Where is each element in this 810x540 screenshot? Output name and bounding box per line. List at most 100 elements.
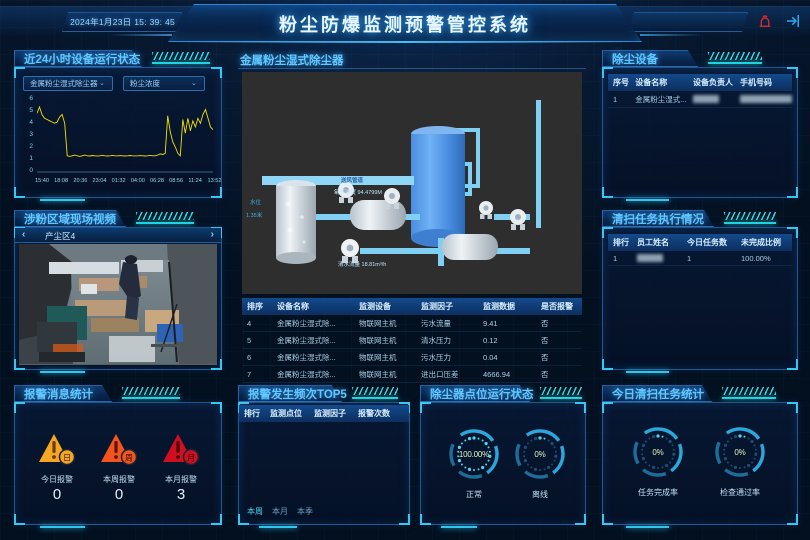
panel-title: 涉粉区域现场视频 — [24, 214, 116, 226]
column-header: 排行 — [613, 238, 629, 247]
gauge-ring — [715, 427, 765, 477]
table-cell: 进出口压差 — [416, 365, 478, 383]
gauge-value: 0% — [734, 447, 746, 457]
table-cell: 污水压力 — [416, 348, 478, 366]
table-cell: 4666.94 — [478, 365, 536, 383]
siren-icon[interactable] — [756, 12, 774, 30]
panel-point-status: 除尘器点位运行状态 100.00% 正常 0% 离线 — [420, 385, 586, 528]
column-header: 监测点位 — [270, 409, 302, 418]
table-cell: 金属粉尘湿式除... — [272, 331, 354, 349]
table-row[interactable]: 7 金属粉尘湿式除... 物联网主机 进出口压差 4666.94 否 — [242, 365, 582, 383]
table-cell: 1 — [682, 251, 736, 266]
x-tick: 08:56 — [169, 178, 184, 184]
gauge-offline: 0% — [513, 427, 567, 481]
chevron-down-icon-equipment[interactable]: ⌄ — [336, 54, 343, 63]
column-header: 员工姓名 — [637, 238, 669, 247]
clean-flow-label: 清水流量 18.81m³/h — [338, 262, 387, 268]
table-header-row: 排行 监测点位 监测因子 报警次数 — [239, 405, 409, 422]
table-row[interactable]: 6 金属粉尘湿式除... 物联网主机 污水压力 0.04 否 — [242, 348, 582, 366]
table-cell: 金属粉尘湿式除... — [272, 348, 354, 366]
gauge-value: 100.00% — [458, 449, 490, 459]
alarm-stat-value: 0 — [114, 486, 124, 503]
hatch-deco — [722, 387, 776, 395]
panel-body: 排行 监测点位 监测因子 报警次数 本周 本月 本季 — [238, 402, 410, 528]
hatch-deco — [540, 387, 582, 395]
x-tick: 20:36 — [73, 178, 88, 184]
column-header: 设备名称 — [277, 302, 309, 311]
hatch-bar — [136, 222, 194, 224]
video-prev-button[interactable]: ‹ — [22, 229, 26, 240]
warning-triangle-icon-week: 周 — [101, 434, 138, 466]
table-body: 4 金属粉尘湿式除... 物联网主机 污水流量 9.41 否 5 金属粉尘湿式除... 物联网主… — [242, 315, 582, 383]
alarm-top5-tab[interactable]: 本周 — [247, 507, 263, 516]
device-select[interactable]: 金属粉尘湿式除尘器 — [23, 76, 113, 91]
header-deco-left — [110, 34, 172, 36]
factor-select[interactable]: 粉尘浓度 — [123, 76, 205, 91]
column-header: 设备名称 — [635, 78, 668, 87]
chart-plot — [37, 105, 213, 173]
panel-body: ‹ › 产尘区4 — [14, 227, 222, 373]
panel-clean-tasks-header: 清扫任务执行情况 — [602, 210, 798, 227]
column-header: 排序 — [247, 302, 263, 311]
equipment-diagram[interactable]: 送风管道 氧气浓度 94.4799M 水位 1.35米 清水流量 18.81m³… — [242, 72, 582, 294]
hatch-deco — [708, 52, 762, 60]
panel-dust-equipment-header: 除尘设备 — [602, 50, 798, 67]
column-header: 今日任务数 — [687, 238, 727, 247]
hatch-bar — [724, 222, 776, 224]
duct-value-label: 氧气浓度 94.4799M — [334, 190, 382, 196]
alarm-top5-tab[interactable]: 本月 — [272, 507, 288, 516]
column-header: 是否报警 — [541, 302, 573, 311]
header-right-plate — [628, 12, 748, 32]
table-row[interactable]: 5 金属粉尘湿式除... 物联网主机 清水压力 0.12 否 — [242, 331, 582, 349]
table-cell: 0.12 — [478, 331, 536, 349]
table-cell: 6 — [242, 348, 272, 366]
panel-body: 日 今日报警 0 周 本周报警 0 — [14, 402, 222, 528]
hatch-deco — [152, 52, 210, 60]
table-header-row: 序号 设备名称 设备负责人 手机号码 — [608, 74, 792, 91]
alarm-stat-month: 月 本月报警 3 — [151, 431, 211, 503]
x-tick: 04:00 — [130, 178, 145, 184]
chevron-down-icon[interactable]: ⌄ — [99, 80, 105, 87]
gauge-label: 正常 — [466, 490, 482, 499]
video-stream[interactable] — [19, 244, 217, 365]
table-cell: 物联网主机 — [354, 315, 416, 332]
table-cell: 否 — [536, 348, 582, 366]
video-next-button[interactable]: › — [210, 229, 214, 240]
header-actions — [756, 12, 802, 30]
water-level-value: 1.35米 — [246, 213, 263, 219]
alarm-stat-value: 3 — [176, 486, 186, 503]
logout-icon[interactable] — [784, 12, 802, 30]
panel-today-tasks-header: 今日清扫任务统计 — [602, 385, 798, 402]
panel-equipment: 金属粉尘湿式除尘器 ⌄ — [238, 52, 586, 383]
panel-title: 报警消息统计 — [24, 389, 93, 401]
table-cell: 1 — [608, 251, 632, 266]
panel-alarm-top5-header: 报警发生频次TOP5 — [238, 385, 410, 402]
redacted-value: •••• — [692, 94, 719, 103]
column-header: 监测数据 — [483, 302, 515, 311]
column-header: 序号 — [613, 78, 629, 87]
table-row[interactable]: 4 金属粉尘湿式除... 物联网主机 污水流量 9.41 否 — [242, 315, 582, 332]
gauge-ring — [515, 429, 565, 479]
table-cell: 0.04 — [478, 348, 536, 366]
table-cell: 1 — [608, 91, 631, 108]
table-cell: 7 — [242, 365, 272, 383]
table-header-row: 排行 员工姓名 今日任务数 未完成比例 — [608, 234, 792, 251]
column-header: 监测因子 — [421, 302, 453, 311]
gauge-label: 检查通过率 — [720, 488, 760, 497]
table-cell: •••• — [735, 91, 792, 108]
hatch-bar — [122, 397, 180, 399]
alarm-top5-tab[interactable]: 本季 — [297, 507, 313, 516]
panel-alarm-top5: 报警发生频次TOP5 排行 监测点位 监测因子 报警次数 本周 本月 本季 — [238, 385, 410, 528]
panel-title: 报警发生频次TOP5 — [248, 389, 347, 401]
gauge-normal: 100.00% — [447, 427, 501, 481]
chevron-down-icon-2[interactable]: ⌄ — [191, 80, 197, 87]
panel-title: 今日清扫任务统计 — [612, 389, 704, 401]
